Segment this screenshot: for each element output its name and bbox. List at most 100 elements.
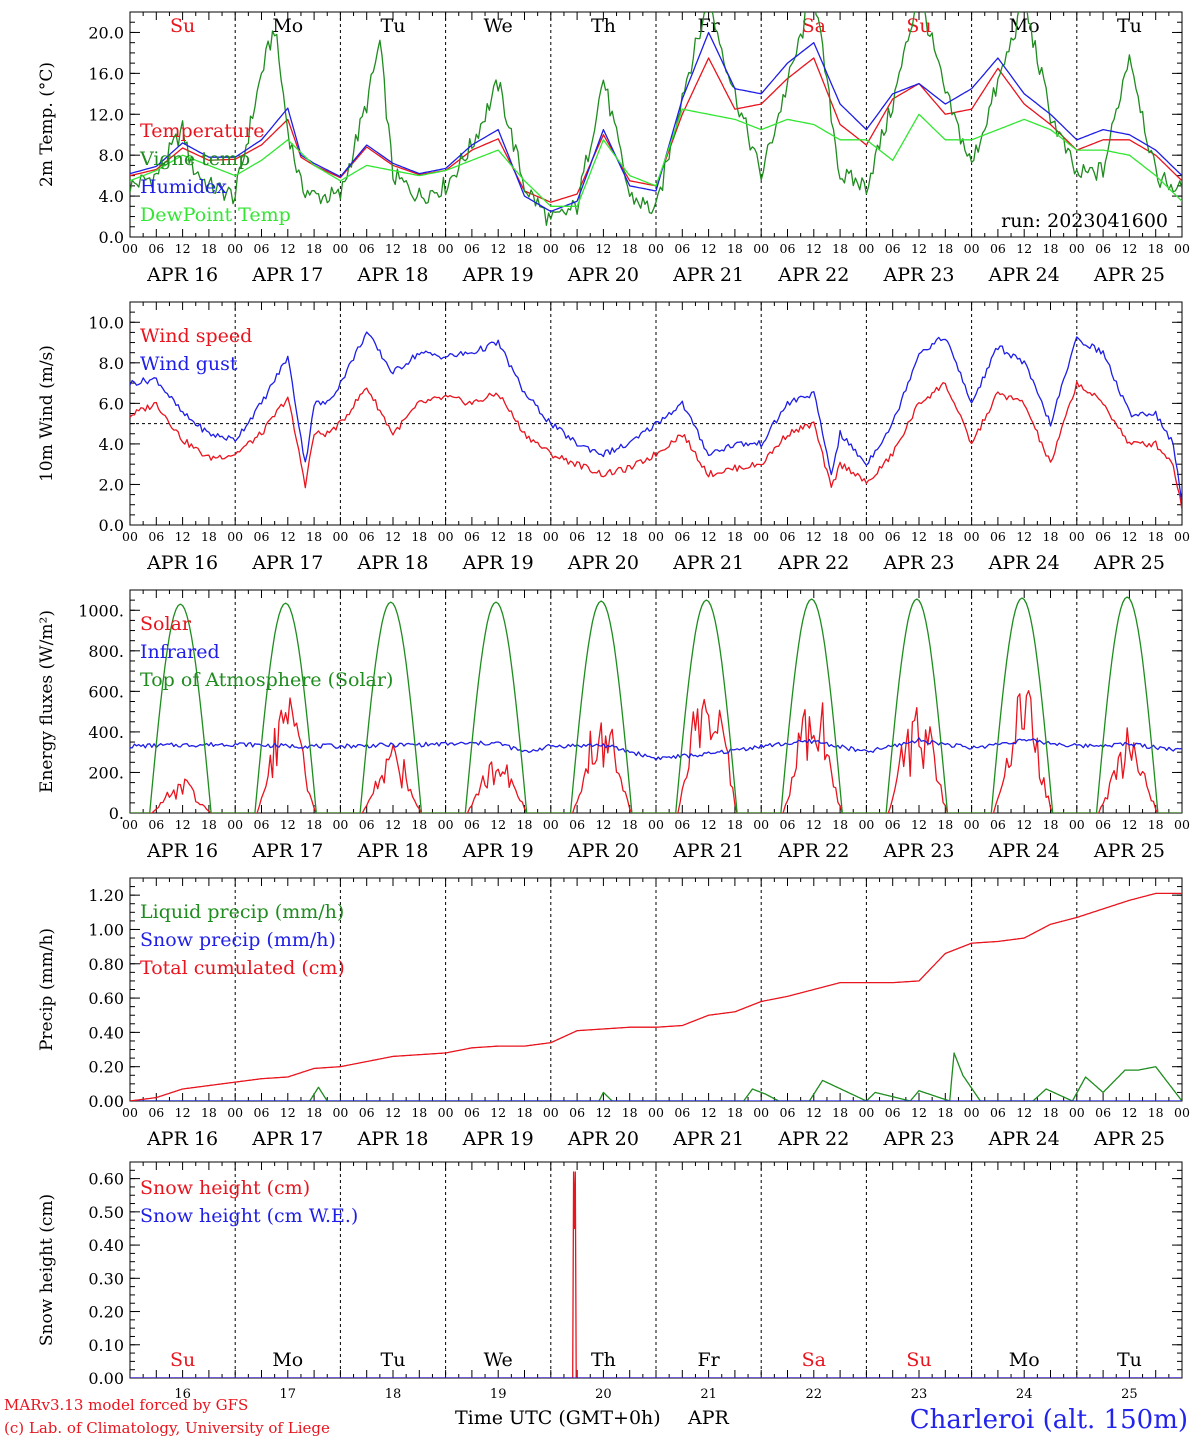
hour-tick-label: 00 [1174, 817, 1190, 832]
day-number-label: 17 [280, 1387, 297, 1402]
hour-tick-label: 18 [517, 529, 533, 544]
chart-panels: 0.0 4.0 8.0 12.0 16.0 20.0 2m Temp. (°C) 00 06 12… [37, 11, 1190, 1402]
legend-entry: Humidex [140, 176, 227, 198]
chart-footer: MARv3.13 model forced by GFS (c) Lab. of… [4, 1396, 1188, 1437]
y-tick-label: 0.0 [99, 228, 124, 247]
hour-tick-label: 06 [990, 529, 1006, 544]
hour-tick-label: 00 [648, 241, 664, 256]
hour-tick-label: 18 [201, 241, 217, 256]
hour-tick-label: 12 [175, 529, 191, 544]
series-dewpoint-temp [130, 108, 1182, 207]
hour-tick-label: 00 [543, 817, 559, 832]
hour-tick-label: 06 [990, 1105, 1006, 1120]
hour-tick-label: 00 [227, 241, 243, 256]
date-label: APR 22 [777, 1128, 849, 1150]
y-tick-label: 0.30 [88, 1269, 124, 1288]
hour-tick-label: 18 [1148, 529, 1164, 544]
y-axis-label: Snow height (cm) [37, 1194, 57, 1346]
weekday-label: We [484, 15, 513, 37]
y-tick-label: 20.0 [88, 23, 124, 42]
hour-tick-label: 12 [806, 817, 822, 832]
weekday-label: Tu [1117, 1349, 1142, 1371]
hour-tick-label: 00 [964, 817, 980, 832]
date-label: APR 25 [1093, 552, 1165, 574]
y-tick-label: 0. [109, 804, 124, 823]
legend-entry: Top of Atmosphere (Solar) [140, 669, 393, 691]
date-label: APR 22 [777, 840, 849, 862]
hour-tick-label: 18 [1043, 817, 1059, 832]
series-humidex [130, 31, 1182, 213]
hour-tick-label: 06 [1095, 1105, 1111, 1120]
day-number-label: 23 [911, 1387, 928, 1402]
weekday-label: Sa [802, 1349, 826, 1371]
date-label: APR 24 [988, 1128, 1060, 1150]
hour-tick-label: 00 [648, 529, 664, 544]
hour-tick-label: 18 [622, 817, 638, 832]
hour-tick-label: 00 [753, 1105, 769, 1120]
legend-entry: Temperature [140, 120, 264, 142]
hour-tick-label: 06 [885, 241, 901, 256]
weekday-label: Mo [1009, 1349, 1040, 1371]
hour-tick-label: 18 [306, 1105, 322, 1120]
hour-tick-label: 06 [780, 817, 796, 832]
hour-tick-label: 12 [385, 1105, 401, 1120]
hour-tick-label: 06 [148, 817, 164, 832]
date-label: APR 25 [1093, 840, 1165, 862]
hour-tick-label: 12 [701, 241, 717, 256]
hour-tick-label: 12 [385, 529, 401, 544]
hour-tick-label: 12 [1121, 241, 1137, 256]
date-label: APR 16 [146, 552, 218, 574]
hour-tick-label: 18 [517, 241, 533, 256]
hour-tick-label: 12 [1016, 241, 1032, 256]
panel-1: 0.0 4.0 8.0 12.0 16.0 20.0 2m Temp. (°C) 00 06 12… [37, 11, 1190, 286]
weekday-label: Tu [381, 15, 406, 37]
date-label: APR 25 [1093, 1128, 1165, 1150]
panel-2: 0.0 2.0 4.0 6.0 8.0 10.0 10m Wind (m/s) 00 06 12 1… [37, 301, 1190, 574]
legend-entry: Snow height (cm W.E.) [140, 1205, 358, 1227]
weekday-label: Tu [1117, 15, 1142, 37]
weekday-label: Fr [697, 1349, 720, 1371]
legend-entry: Solar [140, 613, 192, 635]
hour-tick-label: 12 [280, 1105, 296, 1120]
weekday-label: Th [591, 1349, 616, 1371]
legend-entry: Liquid precip (mm/h) [140, 901, 344, 923]
weekday-label: Tu [381, 1349, 406, 1371]
hour-tick-label: 12 [1016, 529, 1032, 544]
hour-tick-label: 00 [753, 529, 769, 544]
hour-tick-label: 12 [1121, 817, 1137, 832]
hour-tick-label: 06 [254, 529, 270, 544]
hour-tick-label: 06 [885, 529, 901, 544]
hour-tick-label: 00 [648, 817, 664, 832]
y-tick-label: 0.00 [88, 1092, 124, 1111]
hour-tick-label: 00 [332, 817, 348, 832]
y-tick-label: 1000. [78, 601, 124, 620]
date-label: APR 20 [567, 552, 639, 574]
hour-tick-label: 00 [122, 1105, 138, 1120]
hour-tick-label: 00 [964, 241, 980, 256]
legend-entry: Infrared [140, 641, 220, 663]
hour-tick-label: 18 [1043, 529, 1059, 544]
y-tick-label: 10.0 [88, 313, 124, 332]
y-tick-label: 0.0 [99, 516, 124, 535]
run-label: run: 2023041600 [1001, 210, 1168, 232]
date-label: APR 21 [672, 264, 744, 286]
hour-tick-label: 18 [411, 241, 427, 256]
date-label: APR 19 [462, 1128, 534, 1150]
date-label: APR 20 [567, 264, 639, 286]
date-label: APR 23 [882, 264, 954, 286]
hour-tick-label: 18 [727, 1105, 743, 1120]
hour-tick-label: 18 [201, 817, 217, 832]
hour-tick-label: 18 [937, 1105, 953, 1120]
y-tick-label: 0.10 [88, 1336, 124, 1355]
y-tick-label: 1.20 [88, 886, 124, 905]
hour-tick-label: 06 [569, 529, 585, 544]
y-tick-label: 0.60 [88, 1170, 124, 1189]
weekday-label: Su [170, 15, 195, 37]
day-number-label: 25 [1121, 1387, 1138, 1402]
hour-tick-label: 18 [201, 1105, 217, 1120]
hour-tick-label: 00 [858, 1105, 874, 1120]
hour-tick-label: 18 [1148, 817, 1164, 832]
series-snow-height-cm [130, 1171, 1182, 1378]
y-tick-label: 12.0 [88, 105, 124, 124]
weekday-label: Sa [802, 15, 826, 37]
